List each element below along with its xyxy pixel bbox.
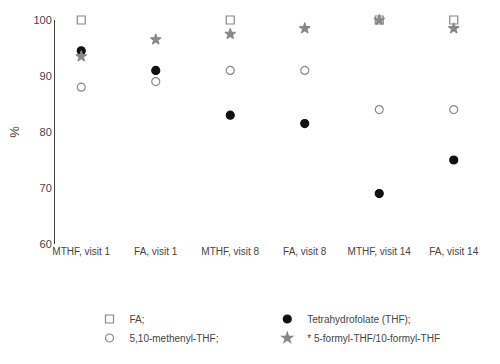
svg-text:MTHF, visit 14: MTHF, visit 14 bbox=[348, 246, 412, 257]
svg-text:FA;: FA; bbox=[130, 314, 145, 325]
svg-text:100: 100 bbox=[33, 14, 51, 26]
svg-text:MTHF, visit 1: MTHF, visit 1 bbox=[52, 246, 110, 257]
svg-text:Tetrahydrofolate (THF);: Tetrahydrofolate (THF); bbox=[307, 314, 410, 325]
svg-text:FA, visit 14: FA, visit 14 bbox=[429, 246, 478, 257]
svg-text:%: % bbox=[7, 126, 22, 138]
svg-text:FA, visit 1: FA, visit 1 bbox=[134, 246, 178, 257]
svg-text:90: 90 bbox=[40, 70, 52, 82]
svg-text:5,10-methenyl-THF;: 5,10-methenyl-THF; bbox=[130, 333, 219, 344]
svg-text:MTHF, visit 8: MTHF, visit 8 bbox=[201, 246, 259, 257]
svg-text:* 5-formyl-THF/10-formyl-THF: * 5-formyl-THF/10-formyl-THF bbox=[307, 333, 440, 344]
svg-text:80: 80 bbox=[40, 126, 52, 138]
svg-text:60: 60 bbox=[40, 238, 52, 250]
svg-text:FA, visit 8: FA, visit 8 bbox=[283, 246, 327, 257]
svg-text:70: 70 bbox=[40, 182, 52, 194]
